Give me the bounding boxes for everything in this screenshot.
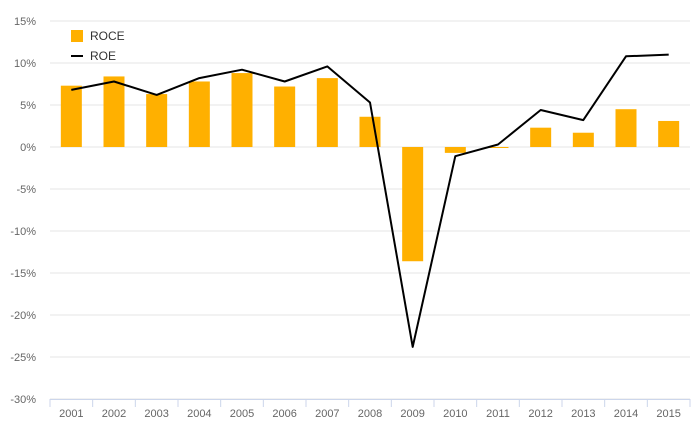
legend-label-roe: ROE bbox=[90, 49, 116, 63]
x-tick-label: 2015 bbox=[656, 408, 680, 420]
bar-roce-2001 bbox=[60, 85, 82, 147]
x-tick-label: 2010 bbox=[443, 408, 467, 420]
x-tick-label: 2009 bbox=[400, 408, 424, 420]
bar-roce-2014 bbox=[615, 109, 637, 147]
legend: ROCE ROE bbox=[71, 29, 125, 63]
x-tick-label: 2014 bbox=[614, 408, 638, 420]
x-tick-label: 2006 bbox=[272, 408, 296, 420]
bar-roce-2010 bbox=[444, 147, 466, 153]
x-axis: 2001 2002 2003 2004 2005 2006 2007 2008 2009 2010… bbox=[49, 399, 691, 420]
bar-roce-2002 bbox=[103, 76, 125, 147]
bar-roce-2013 bbox=[572, 132, 594, 147]
y-tick-label: 5% bbox=[20, 100, 36, 112]
x-tick-label: 2013 bbox=[571, 408, 595, 420]
bar-roce-2005 bbox=[231, 73, 253, 147]
y-tick-label: -30% bbox=[10, 394, 36, 406]
bar-roce-2006 bbox=[274, 86, 296, 147]
x-tick-label: 2005 bbox=[230, 408, 254, 420]
bar-roce-2008 bbox=[359, 116, 381, 147]
x-tick-label: 2012 bbox=[528, 408, 552, 420]
x-tick-label: 2007 bbox=[315, 408, 339, 420]
x-tick-label: 2008 bbox=[358, 408, 382, 420]
bar-roce-2015 bbox=[658, 120, 680, 147]
y-tick-label: 15% bbox=[14, 16, 36, 28]
bar-roce-2011 bbox=[487, 147, 509, 148]
x-tick-label: 2011 bbox=[486, 408, 510, 420]
legend-label-roce: ROCE bbox=[90, 29, 125, 43]
roe-line-layer bbox=[71, 53, 669, 348]
y-tick-label: -25% bbox=[10, 352, 36, 364]
y-axis-tick-labels: 15% 10% 5% 0% -5% -10% -15% -20% -25% -30% bbox=[10, 16, 36, 406]
y-tick-label: -15% bbox=[10, 268, 36, 280]
x-tick-label: 2003 bbox=[144, 408, 168, 420]
x-tick-label: 2004 bbox=[187, 408, 211, 420]
roe-line bbox=[71, 53, 669, 348]
bar-roce-2009 bbox=[402, 147, 424, 262]
y-tick-label: -20% bbox=[10, 310, 36, 322]
y-tick-label: -5% bbox=[16, 184, 36, 196]
bar-roce-2003 bbox=[146, 94, 168, 147]
y-tick-label: 0% bbox=[20, 142, 36, 154]
x-tick-label: 2002 bbox=[102, 408, 126, 420]
y-tick-label: 10% bbox=[14, 58, 36, 70]
bar-roce-2004 bbox=[188, 81, 210, 147]
legend-swatch-roce bbox=[71, 30, 83, 42]
roce-bars bbox=[60, 73, 680, 262]
x-tick-label: 2001 bbox=[59, 408, 83, 420]
bar-roce-2012 bbox=[530, 127, 552, 147]
bar-roce-2007 bbox=[316, 78, 338, 147]
gridlines bbox=[50, 20, 690, 400]
y-tick-label: -10% bbox=[10, 226, 36, 238]
